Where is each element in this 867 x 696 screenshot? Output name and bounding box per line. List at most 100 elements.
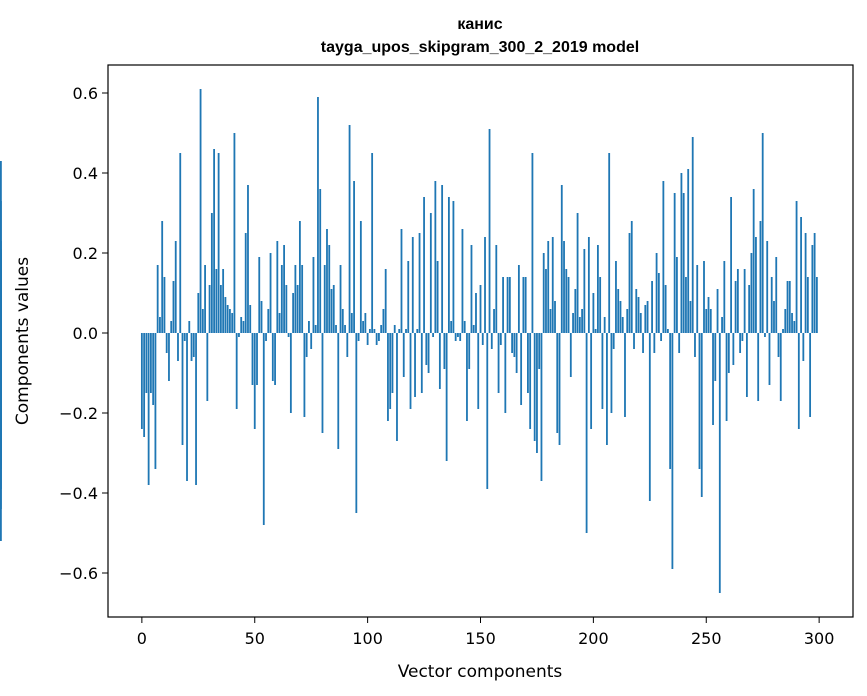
bar <box>438 333 441 389</box>
bar <box>721 317 723 333</box>
bar <box>463 321 466 333</box>
bar <box>321 333 324 433</box>
bar <box>457 333 459 337</box>
bar <box>639 313 642 333</box>
x-tick-label: 300 <box>804 629 835 648</box>
bar <box>409 333 412 409</box>
bar <box>357 333 360 341</box>
bar <box>418 233 421 333</box>
bar <box>551 237 554 333</box>
bar <box>633 333 635 349</box>
bar <box>806 277 809 333</box>
bar <box>326 229 328 333</box>
bar <box>748 285 751 333</box>
bar <box>601 333 604 409</box>
bar <box>423 197 425 333</box>
bar <box>280 265 283 333</box>
bar <box>285 285 288 333</box>
bar <box>353 181 355 333</box>
bar <box>531 153 534 333</box>
bar <box>755 237 757 333</box>
bar <box>511 333 514 353</box>
bar <box>289 333 292 413</box>
bar <box>479 285 482 333</box>
bar <box>574 289 577 333</box>
x-tick-label: 200 <box>578 629 609 648</box>
bar <box>545 269 547 333</box>
bar <box>549 309 552 333</box>
bar <box>323 265 326 333</box>
bar <box>764 333 766 337</box>
bar <box>407 261 410 333</box>
bar <box>411 237 414 333</box>
bar <box>174 241 177 333</box>
bar <box>727 333 730 373</box>
bar <box>400 229 403 333</box>
bar <box>0 333 2 509</box>
bar <box>429 213 432 333</box>
bar <box>499 333 502 345</box>
bar <box>596 245 599 333</box>
bar <box>312 257 315 333</box>
bar <box>301 265 304 333</box>
bar <box>210 213 213 333</box>
bar <box>368 329 371 333</box>
bar <box>709 309 712 333</box>
bar <box>759 221 762 333</box>
bar <box>238 333 240 337</box>
bar <box>773 301 775 333</box>
bar <box>156 265 159 333</box>
bar <box>608 153 611 333</box>
bar <box>585 333 588 533</box>
bar <box>445 333 448 461</box>
bar <box>651 281 653 333</box>
y-axis-label: Components values <box>13 257 33 425</box>
bar <box>637 297 640 333</box>
bar <box>393 325 396 333</box>
bar <box>495 245 498 333</box>
bar <box>260 301 263 333</box>
bar <box>335 325 337 333</box>
bar <box>359 221 362 333</box>
bar <box>741 333 744 341</box>
bar <box>278 313 281 333</box>
x-tick-label: 0 <box>137 629 147 648</box>
bar <box>802 333 805 361</box>
bar <box>222 269 225 333</box>
y-tick-label: 0.6 <box>73 84 98 103</box>
bar <box>308 321 310 333</box>
bar <box>628 233 631 333</box>
bar <box>707 297 710 333</box>
bar <box>642 333 644 353</box>
bar <box>330 289 333 333</box>
bar <box>624 333 626 417</box>
bar <box>344 325 346 333</box>
bar <box>452 201 455 333</box>
bar <box>472 325 475 333</box>
bar <box>434 181 437 333</box>
bar <box>630 221 633 333</box>
bar <box>362 321 365 333</box>
bar <box>563 241 565 333</box>
bar <box>235 333 238 409</box>
bar <box>777 333 780 357</box>
bar <box>736 269 739 333</box>
bar <box>398 329 401 333</box>
bar <box>779 333 782 401</box>
bar <box>804 233 807 333</box>
bar <box>262 333 265 525</box>
bar <box>687 169 690 333</box>
bar <box>745 333 748 397</box>
bar <box>513 333 516 357</box>
bar <box>603 317 606 333</box>
bar <box>447 197 450 333</box>
bar <box>502 277 504 333</box>
bar <box>337 333 340 449</box>
bar <box>416 329 419 333</box>
bar <box>197 293 200 333</box>
bar <box>529 333 532 429</box>
bar <box>576 213 579 333</box>
bar <box>626 309 629 333</box>
bar <box>414 333 416 397</box>
